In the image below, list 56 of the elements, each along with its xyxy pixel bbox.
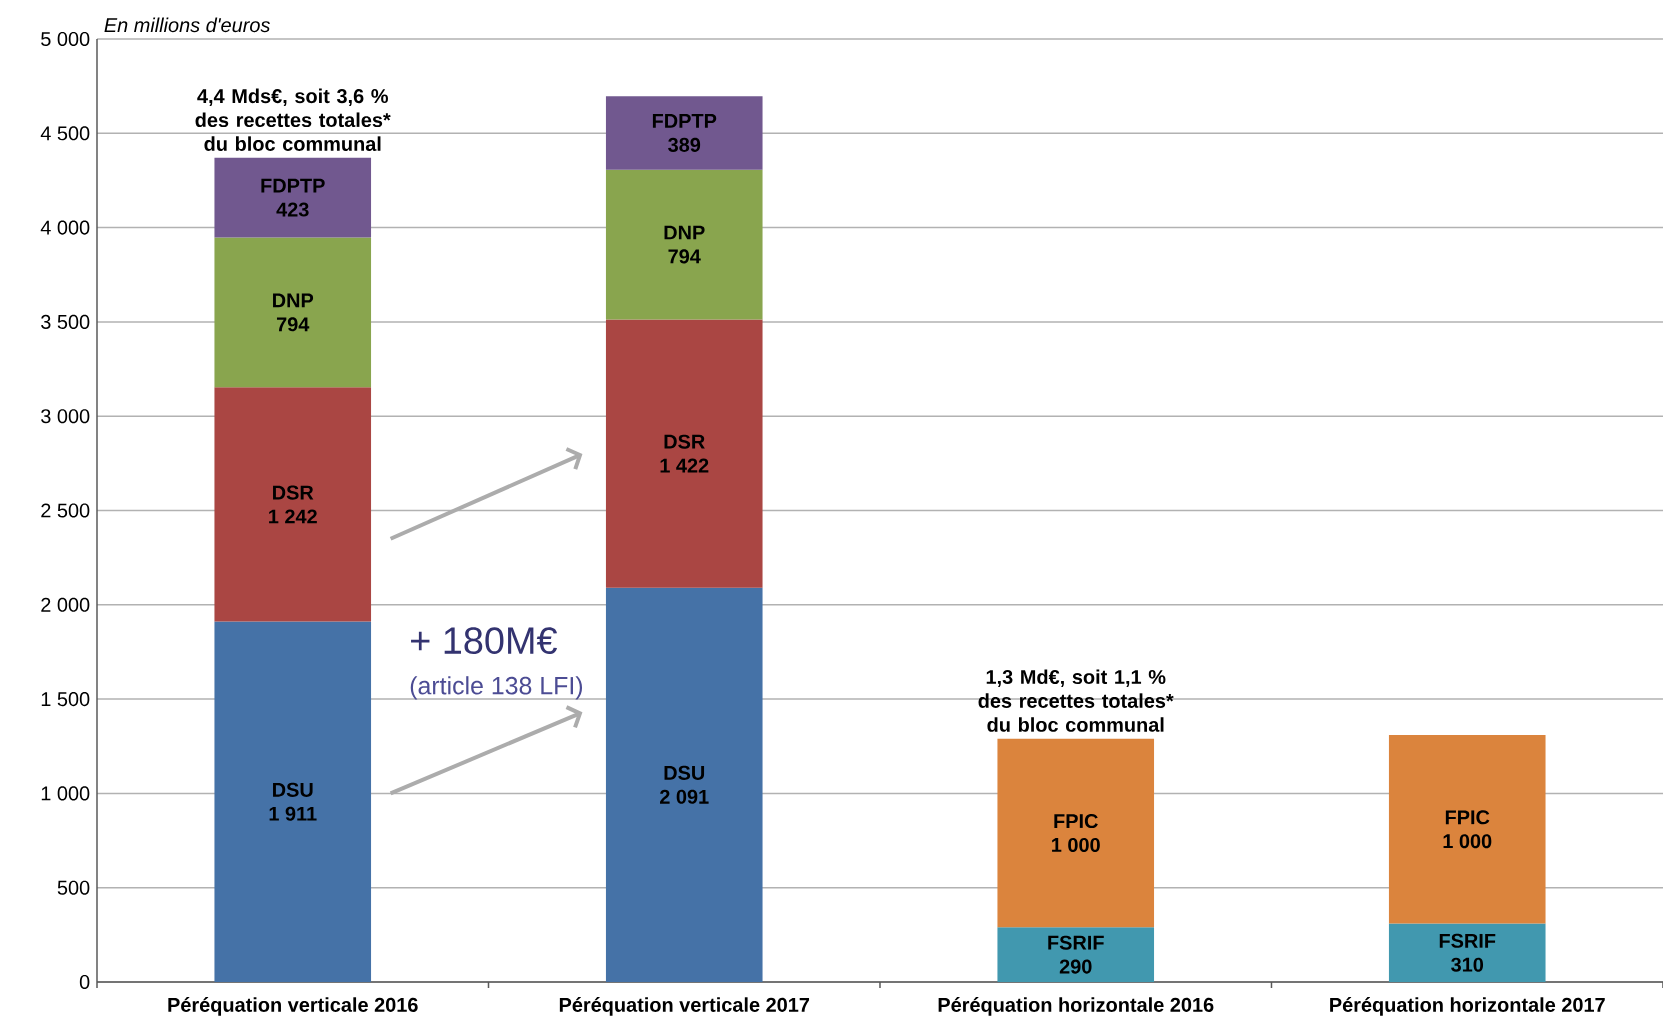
series-label: DNP [273, 293, 314, 308]
y-tick-label: 4 500 [40, 126, 90, 141]
y-tick-label: 1 500 [41, 692, 90, 707]
text: FSRIF [1439, 933, 1496, 948]
text: DSR [273, 485, 314, 500]
text: FPIC [1445, 810, 1490, 825]
bar [605, 169, 763, 320]
y-tick-label: 0 [79, 974, 90, 990]
series-label: DSR [664, 434, 705, 449]
data-label: 423 [276, 202, 309, 217]
data-label: 290 [1059, 959, 1092, 974]
data-label: 310 [1451, 957, 1484, 972]
series-label: DSU [664, 765, 705, 780]
bar [997, 927, 1155, 982]
y-tick-label: 1 000 [41, 786, 90, 801]
data-label: 1 000 [1443, 834, 1492, 849]
data-label: 1 242 [269, 509, 317, 524]
y-tick-label: 5 000 [41, 31, 90, 47]
bar [214, 157, 372, 238]
data-label: 794 [276, 317, 310, 332]
data-label: 794 [668, 249, 701, 264]
bar [214, 237, 372, 388]
bar [1388, 923, 1546, 982]
series-label: FDPTP [652, 114, 717, 128]
data-label: 1 422 [660, 458, 709, 473]
x-tick-label: Péréquation verticale 2017 [559, 997, 810, 1016]
series-label: FPIC [1054, 814, 1098, 829]
y-tick-label: 2 000 [41, 597, 90, 612]
annotation: + 180M€ [411, 627, 557, 655]
bar [997, 738, 1155, 928]
series-label: FSRIF [1048, 935, 1104, 950]
bar [214, 387, 372, 622]
bar [1388, 734, 1546, 924]
y-tick-label: 2 500 [41, 503, 90, 518]
data-label: 2 091 [660, 789, 709, 804]
data-label: 1 911 [269, 806, 317, 821]
annotation: 1,3 Md€, soit 1,1 % des recettes totales* du bloc communal [978, 669, 1174, 732]
bar [605, 96, 763, 170]
bar [214, 621, 372, 982]
text: FDPTP [261, 178, 325, 193]
x-tick-label: Péréquation horizontale 2017 [1330, 997, 1605, 1016]
annotation: 4,4 Mds€, soit 3,6 % des recettes totales* du bloc communal [195, 88, 391, 151]
y-tick-label: 4 000 [40, 220, 90, 235]
bar [605, 319, 763, 588]
text: DNP [664, 225, 705, 240]
x-tick-label: Péréquation horizontale 2016 [938, 997, 1214, 1016]
annotation: (article 138 LFI) [410, 676, 583, 700]
data-label: 1 000 [1052, 837, 1100, 853]
text: DSU [273, 782, 313, 797]
y-tick-label: 3 500 [41, 314, 90, 329]
x-tick-label: Péréquation verticale 2016 [168, 997, 418, 1016]
y-axis-title: En millions d'euros [104, 17, 270, 33]
y-tick-label: 500 [57, 880, 90, 895]
bar [605, 587, 763, 982]
data-label: 389 [668, 137, 701, 152]
y-tick-label: 3 000 [41, 409, 90, 424]
